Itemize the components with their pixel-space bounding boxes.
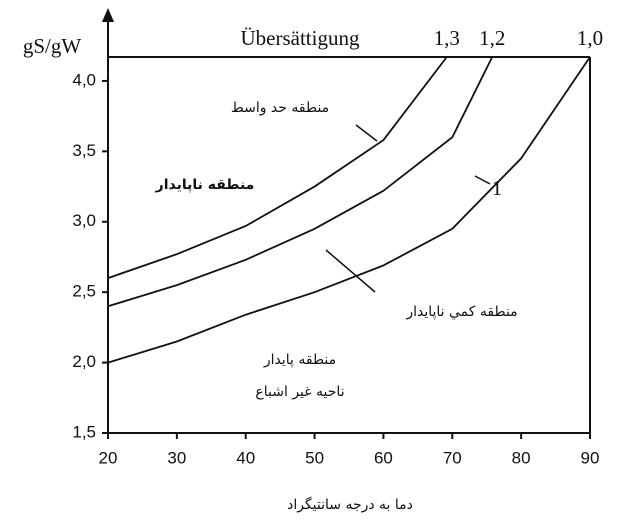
x-tick-label: 80 [512, 448, 531, 467]
y-axis-label: gS/gW [23, 34, 82, 58]
y-tick-label: 3,0 [72, 211, 96, 230]
y-axis-arrow [102, 8, 114, 22]
curve-label: 1,3 [434, 26, 460, 50]
x-tick-label: 40 [236, 448, 255, 467]
curve [107, 56, 494, 308]
curve-label: 1,2 [479, 26, 505, 50]
y-tick-label: 4,0 [72, 70, 96, 89]
annotation: منطقه ناپايدار [155, 177, 255, 193]
leader-line [325, 249, 376, 293]
x-axis-label: دما به درجه سانتیگراد [287, 496, 413, 513]
leader-line [355, 124, 378, 142]
y-tick-label: 2,0 [72, 352, 96, 371]
curve-label: 1,0 [577, 26, 603, 50]
leader-line [474, 175, 491, 185]
annotation: منطقه حد واسط [231, 100, 329, 116]
curve [107, 56, 591, 364]
curve [107, 56, 448, 279]
annotation: منطقه كمي ناپايدار [405, 304, 517, 320]
x-tick-label: 20 [99, 448, 118, 467]
y-tick-label: 2,5 [72, 282, 96, 301]
annotation: ناحيه غير اشباع [255, 384, 344, 400]
x-tick-label: 60 [374, 448, 393, 467]
x-tick-label: 30 [167, 448, 186, 467]
y-tick-label: 3,5 [72, 141, 96, 160]
x-tick-label: 50 [305, 448, 324, 467]
y-tick-label: 1,5 [72, 422, 96, 441]
x-tick-label: 70 [443, 448, 462, 467]
annotation: 1 [492, 176, 503, 200]
chart-title: Übersättigung [241, 26, 360, 50]
x-tick-label: 90 [581, 448, 600, 467]
annotation: منطقه پايدار [263, 352, 336, 368]
